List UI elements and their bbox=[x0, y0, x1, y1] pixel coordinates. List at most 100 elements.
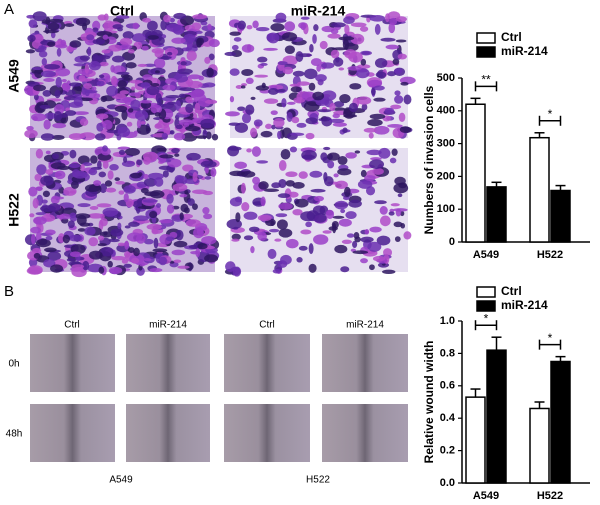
cell bbox=[40, 133, 55, 141]
cell bbox=[166, 204, 175, 214]
y-tick-label: 200 bbox=[437, 170, 455, 182]
cell bbox=[77, 155, 90, 165]
cell bbox=[105, 187, 117, 193]
cell bbox=[246, 25, 253, 30]
cell bbox=[101, 49, 111, 54]
cell bbox=[141, 45, 149, 51]
cell bbox=[253, 119, 263, 127]
cell bbox=[201, 236, 217, 245]
cell bbox=[111, 55, 125, 63]
cell bbox=[294, 198, 309, 208]
cell bbox=[92, 38, 106, 45]
cell bbox=[195, 247, 201, 258]
cell bbox=[231, 233, 241, 241]
cell bbox=[45, 229, 56, 235]
y-tick-label: 0.0 bbox=[440, 477, 455, 489]
cell bbox=[116, 15, 130, 20]
cell bbox=[51, 134, 65, 140]
cell bbox=[26, 125, 34, 131]
cell bbox=[366, 149, 382, 156]
cell bbox=[330, 28, 339, 35]
cell bbox=[171, 147, 180, 154]
cell bbox=[103, 13, 109, 21]
cell bbox=[28, 258, 38, 268]
cell bbox=[274, 238, 282, 242]
legend-label: miR-214 bbox=[501, 44, 548, 58]
cell bbox=[267, 248, 277, 259]
cell bbox=[66, 45, 74, 53]
cell bbox=[130, 99, 141, 110]
cell bbox=[153, 57, 166, 69]
cell bbox=[102, 160, 109, 169]
wound-image bbox=[322, 404, 408, 462]
cell bbox=[241, 44, 255, 53]
row-label: 48h bbox=[6, 429, 23, 440]
cell bbox=[334, 244, 348, 254]
cell bbox=[119, 37, 133, 46]
cell bbox=[98, 74, 105, 79]
significance-label: ** bbox=[481, 73, 491, 87]
cell bbox=[275, 213, 288, 218]
cell bbox=[147, 20, 158, 32]
cell bbox=[184, 189, 189, 195]
cell bbox=[308, 243, 314, 255]
cell bbox=[142, 199, 158, 203]
cell bbox=[117, 126, 131, 138]
cell bbox=[360, 169, 367, 178]
row-label: H522 bbox=[6, 193, 22, 227]
cell bbox=[133, 247, 140, 257]
cell bbox=[206, 131, 212, 140]
cell bbox=[88, 213, 104, 219]
x-tick-label: H522 bbox=[537, 490, 563, 502]
cell bbox=[234, 161, 247, 169]
cell bbox=[286, 111, 293, 123]
cell bbox=[115, 180, 126, 185]
wound-image bbox=[30, 404, 115, 462]
cell bbox=[106, 129, 121, 134]
cell bbox=[231, 44, 239, 51]
y-tick-label: 0.4 bbox=[440, 412, 456, 424]
cell bbox=[284, 21, 296, 32]
cell bbox=[123, 251, 131, 258]
cell bbox=[131, 257, 140, 264]
cell bbox=[122, 51, 136, 61]
cell bbox=[47, 41, 56, 47]
cell bbox=[30, 226, 42, 234]
cell bbox=[278, 202, 293, 210]
cell bbox=[97, 243, 107, 247]
cell bbox=[271, 124, 276, 130]
cell bbox=[211, 133, 219, 141]
cell bbox=[103, 20, 115, 32]
cell bbox=[64, 110, 77, 116]
cell bbox=[255, 26, 270, 32]
cell bbox=[48, 18, 64, 23]
cell bbox=[285, 171, 298, 178]
cell bbox=[348, 102, 358, 113]
cell bbox=[305, 117, 318, 125]
cell bbox=[322, 230, 332, 234]
cell bbox=[124, 225, 131, 229]
y-tick-label: 300 bbox=[437, 138, 455, 150]
bar bbox=[465, 103, 486, 243]
cell bbox=[131, 86, 136, 91]
cell bbox=[312, 33, 317, 44]
cell bbox=[185, 103, 194, 114]
cell bbox=[369, 264, 375, 271]
cell bbox=[111, 256, 127, 261]
bar bbox=[550, 360, 571, 484]
cell bbox=[154, 112, 161, 117]
cell bbox=[309, 170, 323, 178]
cell bbox=[102, 119, 113, 130]
cell bbox=[30, 233, 36, 245]
cell bbox=[235, 212, 241, 223]
cell bbox=[390, 203, 400, 207]
y-tick-label: 0.6 bbox=[440, 380, 455, 392]
cell bbox=[300, 229, 312, 235]
cell bbox=[237, 20, 246, 30]
cell bbox=[361, 103, 368, 111]
cell bbox=[56, 47, 62, 57]
cell bbox=[250, 246, 255, 254]
cell bbox=[154, 177, 164, 187]
cell bbox=[342, 39, 350, 50]
cell bbox=[400, 223, 406, 229]
